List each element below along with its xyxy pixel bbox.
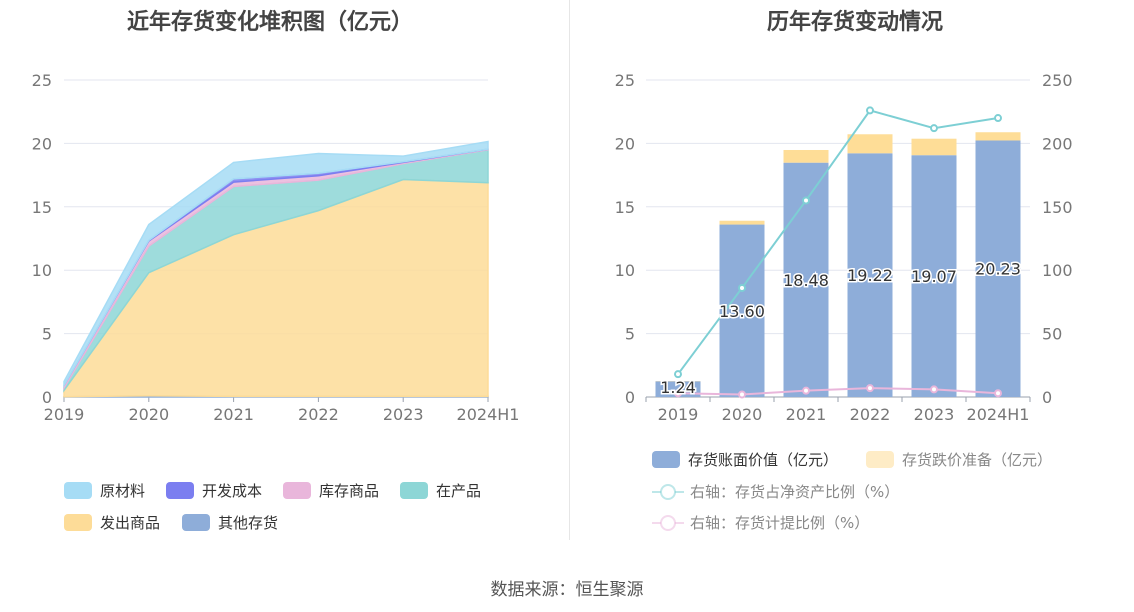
x-tick-label: 2019 [44,405,85,424]
area-series-raw_material [63,140,489,389]
point-ratio_provision [738,390,746,399]
legend-label: 其他存货 [218,514,279,532]
legend-item-ratio_net_asset[interactable]: 右轴：存货占净资产比例（%） [652,481,899,502]
legend-swatch [166,482,194,499]
bar-impairment [847,134,893,154]
point-ratio_net_asset [802,196,810,205]
x-tick-label: 2022 [850,405,891,424]
y2-tick-label: 250 [1042,71,1073,90]
legend-label: 在产品 [436,482,482,500]
legend-label: 原材料 [100,482,146,500]
legend-label: 右轴：存货计提比例（%） [690,514,870,532]
x-tick-label: 2019 [658,405,699,424]
data-label: 1.24 [660,378,696,397]
point-ratio_provision [674,389,682,398]
legend-swatch [400,482,428,499]
point-ratio_net_asset [994,114,1002,123]
legend-item-book_value[interactable]: 存货账面价值（亿元） [652,449,838,470]
y2-tick-label: 50 [1042,325,1062,344]
legend-item-dev_cost[interactable]: 开发成本 [166,480,262,501]
panel-divider [569,0,570,540]
bar-book_value [847,153,893,397]
point-ratio_net_asset [930,124,938,133]
data-label: 13.60 [719,302,765,321]
legend-item-stock_goods[interactable]: 库存商品 [283,480,379,501]
bar-book_value [911,155,957,397]
y2-tick-label: 100 [1042,261,1073,280]
legend-marker [652,514,684,531]
data-label: 19.07 [911,267,957,286]
y-tick-label: 10 [615,261,635,280]
legend-item-shipped_goods[interactable]: 发出商品 [64,512,160,533]
legend-item-ratio_provision[interactable]: 右轴：存货计提比例（%） [652,512,869,533]
y2-tick-label: 150 [1042,198,1073,217]
point-ratio_net_asset [674,370,682,379]
x-tick-label: 2023 [914,405,955,424]
y-tick-label: 25 [32,71,52,90]
data-label: 20.23 [975,260,1021,279]
y-tick-label: 5 [625,325,635,344]
legend-item-impairment[interactable]: 存货跌价准备（亿元） [866,449,1052,470]
y-tick-label: 15 [32,198,52,217]
y2-tick-label: 200 [1042,134,1073,153]
y-tick-label: 20 [32,134,52,153]
y-tick-label: 10 [32,261,52,280]
left-chart-title: 近年存货变化堆积图（亿元） [126,10,413,35]
legend-label: 库存商品 [319,482,380,500]
y-tick-label: 25 [615,71,635,90]
legend-swatch [64,482,92,499]
bar-impairment [719,220,765,225]
x-tick-label: 2024H1 [457,405,520,424]
legend-marker [652,483,684,500]
legend-swatch [283,482,311,499]
legend-item-other[interactable]: 其他存货 [182,512,278,533]
legend-label: 发出商品 [100,514,161,532]
point-ratio_provision [866,384,874,393]
point-ratio_net_asset [738,283,746,292]
legend-swatch [64,514,92,531]
bar-book_value [719,224,765,397]
legend-swatch [182,514,210,531]
data-label: 18.48 [783,271,829,290]
x-tick-label: 2021 [213,405,254,424]
legend-label: 开发成本 [202,482,263,500]
x-tick-label: 2023 [383,405,424,424]
data-label: 19.22 [847,266,893,285]
bar-impairment [911,138,957,156]
y2-tick-label: 0 [1042,388,1052,407]
point-ratio_provision [994,389,1002,398]
y-tick-label: 0 [625,388,635,407]
bar-impairment [975,132,1021,141]
data-source: 数据来源：恒生聚源 [490,580,644,600]
y-tick-label: 15 [615,198,635,217]
x-tick-label: 2020 [128,405,169,424]
legend-item-wip[interactable]: 在产品 [400,480,481,501]
legend-label: 右轴：存货占净资产比例（%） [690,483,900,501]
x-tick-label: 2024H1 [967,405,1030,424]
legend-label: 存货账面价值（亿元） [688,451,839,469]
y-tick-label: 5 [42,325,52,344]
point-ratio_net_asset [866,106,874,115]
y-tick-label: 20 [615,134,635,153]
right-bar-line-chart: 0 0 5 50 10 100 15 150 20 200 25 250 2019 2020 2021 202… [615,71,1073,424]
line-ratio_provision [677,387,999,396]
line-ratio_net_asset [677,109,999,375]
left-stacked-area-chart: 0 5 10 15 20 25 2019 2020 2021 2022 2023 2024H1 [32,71,520,424]
bar-book_value [975,140,1021,398]
x-tick-label: 2020 [722,405,763,424]
y-tick-label: 0 [42,388,52,407]
bar-impairment [783,149,829,163]
legend-label: 存货跌价准备（亿元） [902,451,1053,469]
x-tick-label: 2022 [298,405,339,424]
legend-marker [652,451,680,468]
right-chart-title: 历年存货变动情况 [766,10,943,35]
point-ratio_provision [930,385,938,394]
x-tick-label: 2021 [786,405,827,424]
point-ratio_provision [802,386,810,395]
legend-item-raw_material[interactable]: 原材料 [64,480,145,501]
legend-marker [866,451,894,468]
